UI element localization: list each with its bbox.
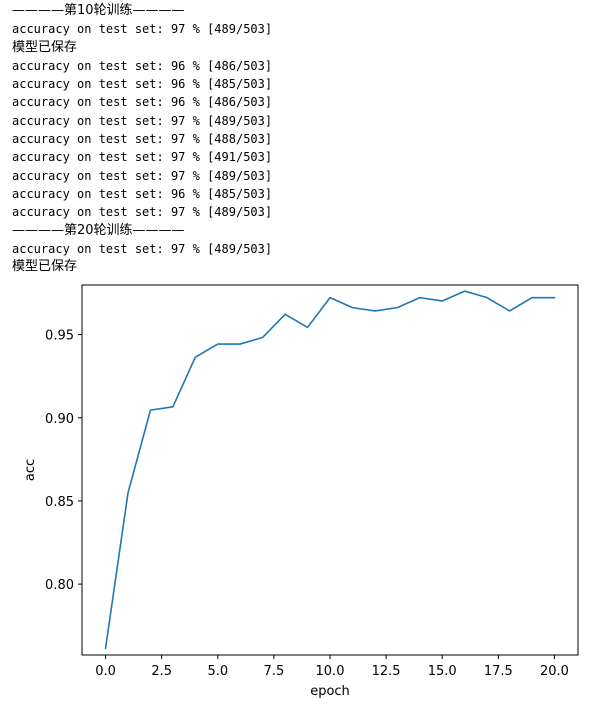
x-tick-label: 5.0 [207, 664, 228, 679]
x-tick-label: 15.0 [428, 664, 457, 679]
y-tick-label: 0.95 [45, 329, 74, 344]
x-tick-label: 17.5 [484, 664, 513, 679]
x-tick-label: 10.0 [316, 664, 345, 679]
y-axis-label: acc [23, 459, 38, 481]
x-tick-label: 20.0 [540, 664, 569, 679]
y-tick-label: 0.90 [45, 412, 74, 427]
x-tick-label: 0.0 [95, 664, 116, 679]
x-axis-label: epoch [310, 684, 350, 699]
y-tick-label: 0.80 [45, 578, 74, 593]
series-line [106, 291, 555, 648]
x-tick-label: 12.5 [372, 664, 401, 679]
y-tick-label: 0.85 [45, 495, 74, 510]
plot-frame [82, 285, 578, 655]
x-tick-label: 2.5 [151, 664, 172, 679]
x-tick-label: 7.5 [264, 664, 285, 679]
